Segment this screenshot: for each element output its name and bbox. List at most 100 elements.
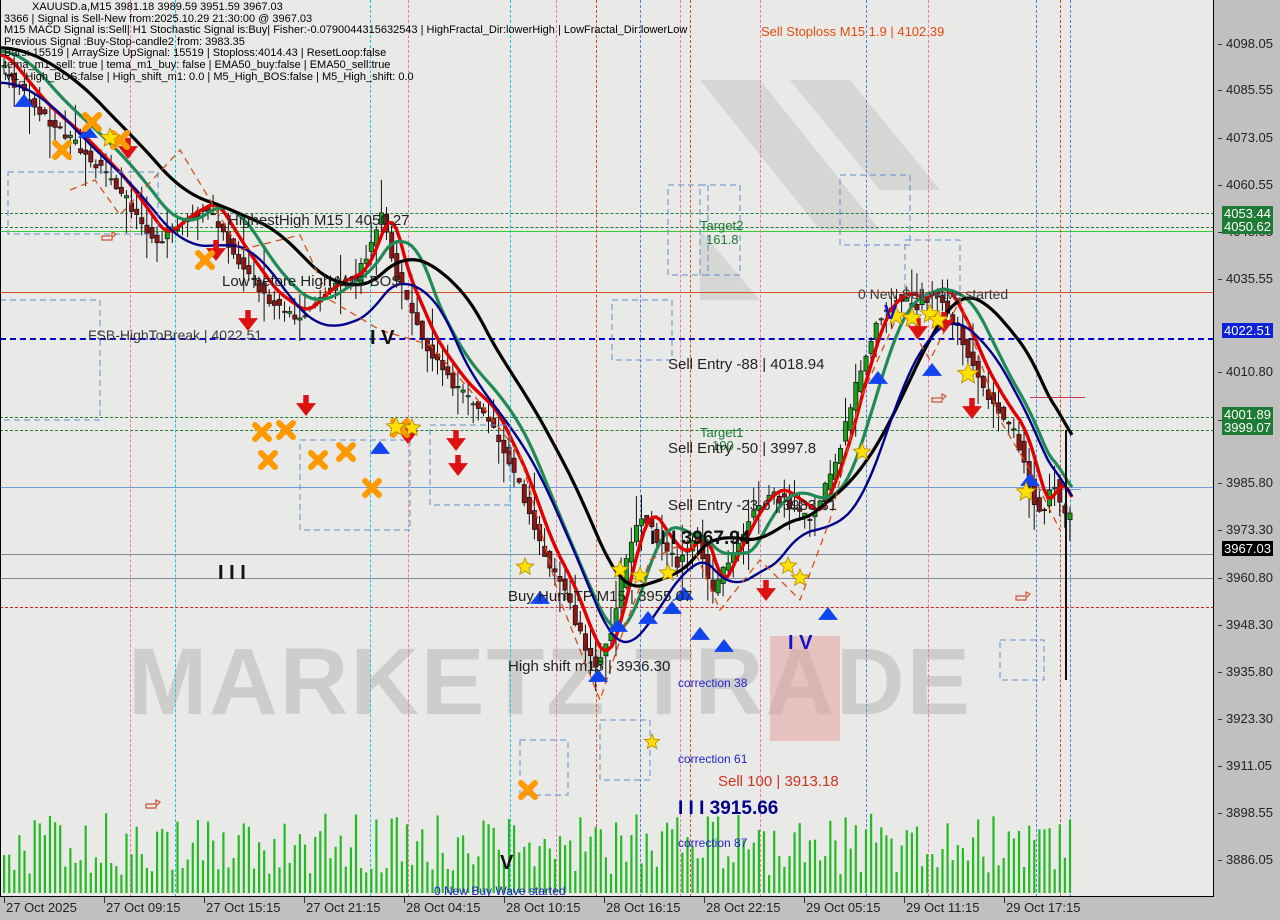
structure-box xyxy=(299,439,411,531)
price-tick xyxy=(1218,578,1222,579)
annotation-target2: Target2 xyxy=(700,218,744,233)
structure-box xyxy=(0,299,101,421)
right-marker-line-red xyxy=(1030,397,1085,398)
price-tick xyxy=(1218,483,1222,484)
price-tick-label: 4098.05 xyxy=(1226,36,1273,51)
price-tick xyxy=(1218,372,1222,373)
signal-arrow-buy-13 xyxy=(638,611,658,624)
time-tick xyxy=(304,897,305,903)
price-badge-blue: 4022.51 xyxy=(1222,323,1273,338)
signal-arrow-sell-9 xyxy=(446,430,466,451)
price-tick-label: 4073.05 xyxy=(1226,130,1273,145)
signal-arrow-buy-20 xyxy=(868,371,888,384)
small-arrow-outline-0 xyxy=(101,231,118,241)
annotation-target1: Target1 xyxy=(700,425,744,440)
annotation-new-buy-wave: 0 New Buy Wave started xyxy=(434,884,566,897)
structure-box xyxy=(904,239,961,296)
star-marker-10 xyxy=(885,304,907,325)
small-arrow-outline-3 xyxy=(145,799,162,809)
annotation-fsb-high-to-break: FSB-HighToBreak | 4022.51 xyxy=(88,327,263,343)
price-tick xyxy=(1218,530,1222,531)
moving-average-line xyxy=(0,53,1074,652)
signal-arrow-buy-17 xyxy=(714,639,734,652)
price-tick xyxy=(1218,279,1222,280)
cross-marker-11 xyxy=(518,780,538,800)
fractal-line-2 xyxy=(690,0,691,897)
plot-right-border xyxy=(1213,0,1214,897)
time-tick xyxy=(1004,897,1005,903)
signal-arrow-buy-1 xyxy=(78,125,98,138)
structure-box xyxy=(429,424,511,506)
annotation-buy-hunt-tp: Buy Hunt TP M15 | 3955.07 xyxy=(508,588,693,605)
cross-marker-3 xyxy=(195,250,215,270)
time-tick xyxy=(804,897,805,903)
time-tick-label: 29 Oct 11:15 xyxy=(906,900,980,915)
price-tick-label: 3911.05 xyxy=(1226,758,1273,773)
signal-arrow-sell-5 xyxy=(296,395,316,416)
time-tick-label: 29 Oct 05:15 xyxy=(806,900,881,915)
signal-arrow-sell-4 xyxy=(238,310,258,331)
structure-box xyxy=(667,184,709,276)
chart-plot-area[interactable]: MARKETZ TRADE Hi xyxy=(0,0,1214,897)
struct-line-4 xyxy=(1070,0,1071,897)
annotation-target1-ratio: 100 xyxy=(712,438,734,453)
pivot-line-1 xyxy=(130,0,131,897)
price-tick-label: 3898.55 xyxy=(1226,805,1273,820)
price-badge-green: 4050.62 xyxy=(1222,219,1273,234)
fractal-line-3 xyxy=(1060,0,1061,897)
price-scale[interactable]: 4098.054085.554073.054060.554048.054035.… xyxy=(1214,0,1280,897)
annotation-sell-entry-236: Sell Entry -23.6 | 3983.31 xyxy=(668,497,837,514)
cross-marker-0 xyxy=(52,140,72,160)
watermark-logo-icon xyxy=(700,80,940,300)
time-tick-label: 29 Oct 17:15 xyxy=(1006,900,1081,915)
struct-line-1 xyxy=(640,0,641,897)
price-tick xyxy=(1218,672,1222,673)
price-tick xyxy=(1218,420,1222,421)
annotation-sell-entry-88: Sell Entry -88 | 4018.94 xyxy=(668,356,825,373)
price-tick xyxy=(1218,813,1222,814)
star-marker-4 xyxy=(610,559,630,579)
star-marker-0 xyxy=(99,126,121,147)
time-scale[interactable]: 27 Oct 2025 27 Oct 09:15 27 Oct 15:15 27 Oc… xyxy=(0,897,1280,920)
small-arrow-outline-2 xyxy=(1015,591,1032,601)
price-tick xyxy=(1218,625,1222,626)
wave-label-roman-v-a: V xyxy=(884,302,898,324)
star-marker-8 xyxy=(790,567,810,587)
cross-marker-5 xyxy=(258,450,278,470)
structure-box xyxy=(519,739,569,796)
signal-arrow-sell-21 xyxy=(908,318,928,339)
annotation-correction-61: correction 61 xyxy=(678,752,748,766)
signal-arrow-buy-14 xyxy=(662,601,682,614)
pivot-line-2 xyxy=(408,0,409,897)
cross-marker-1 xyxy=(82,112,102,132)
signal-arrow-buy-6 xyxy=(370,441,390,454)
volume-series xyxy=(3,813,1072,893)
star-marker-7 xyxy=(778,555,798,575)
time-tick xyxy=(204,897,205,903)
structure-box xyxy=(699,184,741,276)
time-tick-label: 27 Oct 15:15 xyxy=(206,900,281,915)
time-tick xyxy=(904,897,905,903)
annotation-wave-3915: I I I 3915.66 xyxy=(678,798,779,819)
session-line-2 xyxy=(370,0,371,897)
price-tick-label: 3985.80 xyxy=(1226,475,1273,490)
price-badge-green: 4053.44 xyxy=(1222,206,1273,221)
price-tick xyxy=(1218,44,1222,45)
cross-marker-7 xyxy=(308,450,328,470)
price-badge-green: 3999.07 xyxy=(1222,420,1273,435)
annotation-target2-ratio: 161.8 xyxy=(706,232,739,247)
price-badge-black: 3967.03 xyxy=(1222,541,1273,556)
star-marker-13 xyxy=(927,308,949,329)
time-tick-label: 27 Oct 09:15 xyxy=(106,900,181,915)
signal-arrow-sell-24 xyxy=(962,398,982,419)
price-tick-label: 3948.30 xyxy=(1226,617,1273,632)
cross-marker-6 xyxy=(276,420,296,440)
signal-arrow-buy-11 xyxy=(588,669,608,682)
signal-arrow-sell-18 xyxy=(756,580,776,601)
price-tick-label: 3960.80 xyxy=(1226,570,1273,585)
star-marker-15 xyxy=(1015,480,1037,501)
structure-box xyxy=(599,719,651,781)
price-tick-label: 4085.55 xyxy=(1226,82,1273,97)
star-marker-5 xyxy=(630,565,650,585)
